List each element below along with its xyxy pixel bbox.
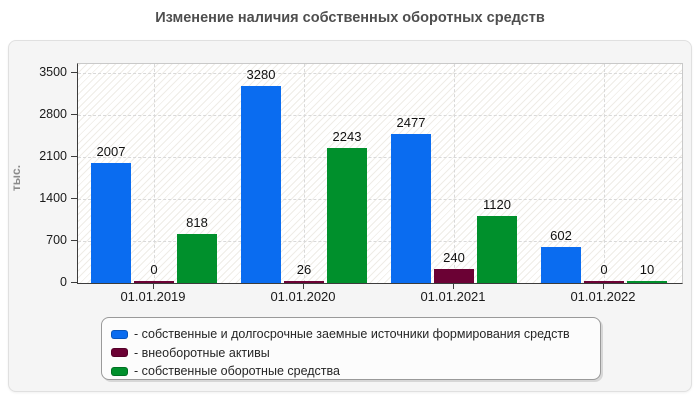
bar-maroon (584, 280, 624, 283)
bar-green (177, 233, 217, 283)
bar-blue (541, 246, 581, 283)
bar-value-label: 2007 (96, 143, 126, 159)
bar-green (477, 215, 517, 283)
legend-item: - собственные оборотные средства (111, 362, 592, 381)
bar-green (327, 148, 367, 283)
bar-maroon (434, 268, 474, 283)
x-tick-mark (453, 284, 454, 289)
y-tick-label: 2800 (39, 107, 67, 121)
y-tick-label: 0 (60, 275, 67, 289)
bar-value-label: 2477 (396, 115, 426, 131)
x-tick-mark (153, 284, 154, 289)
bar-maroon (284, 280, 324, 283)
bar-value-label: 2243 (332, 129, 362, 145)
y-tick-mark (71, 198, 77, 199)
x-tick-mark (603, 284, 604, 289)
legend-item-label: - собственные и долгосрочные заемные ист… (134, 327, 570, 342)
legend-swatch (111, 348, 128, 358)
y-tick-label: 2100 (39, 149, 67, 163)
x-gridline (154, 64, 155, 283)
y-gridline (78, 199, 682, 200)
y-tick-mark (71, 114, 77, 115)
y-axis-title: тыс. (9, 164, 23, 192)
y-tick-mark (71, 240, 77, 241)
bar-blue (241, 86, 281, 283)
bar-value-label: 818 (186, 214, 208, 230)
legend-item: - собственные и долгосрочные заемные ист… (111, 325, 592, 344)
legend: - собственные и долгосрочные заемные ист… (101, 317, 601, 380)
y-tick-mark (71, 156, 77, 157)
bar-value-label: 0 (150, 261, 158, 277)
y-tick-mark (71, 72, 77, 73)
legend-swatch (111, 329, 128, 339)
bar-value-label: 3280 (246, 67, 276, 83)
bar-green (627, 280, 667, 283)
bar-maroon (134, 280, 174, 283)
y-gridline (78, 115, 682, 116)
legend-item-label: - собственные оборотные средства (134, 364, 340, 379)
x-tick-label: 01.01.2020 (270, 289, 336, 304)
legend-item: - внеоборотные активы (111, 344, 592, 363)
y-tick-label: 700 (46, 233, 67, 247)
x-gridline (454, 64, 455, 283)
y-gridline (78, 241, 682, 242)
y-tick-mark (71, 282, 77, 283)
chart-panel: тыс. 2007 3280 2477 602 0 26 240 0 818 2243 1120 10… (8, 40, 692, 392)
plot-area: 2007 3280 2477 602 0 26 240 0 818 2243 1120 10 (77, 63, 683, 284)
chart-title: Изменение наличия собственных оборотных … (155, 10, 545, 26)
x-gridline (304, 64, 305, 283)
bar-value-label: 26 (296, 261, 312, 277)
bar-blue (91, 162, 131, 283)
bar-value-label: 602 (550, 227, 572, 243)
x-tick-label: 01.01.2022 (570, 289, 636, 304)
bar-blue (391, 134, 431, 283)
bar-value-label: 0 (600, 261, 608, 277)
y-tick-label: 1400 (39, 191, 67, 205)
bar-value-label: 10 (639, 261, 655, 277)
x-gridline (604, 64, 605, 283)
bar-value-label: 240 (443, 249, 465, 265)
x-tick-label: 01.01.2019 (120, 289, 186, 304)
x-tick-mark (303, 284, 304, 289)
x-tick-label: 01.01.2021 (420, 289, 486, 304)
y-gridline (78, 157, 682, 158)
y-tick-label: 3500 (39, 65, 67, 79)
y-gridline (78, 73, 682, 74)
bar-value-label: 1120 (483, 196, 511, 212)
legend-swatch (111, 366, 128, 376)
legend-item-label: - внеоборотные активы (134, 345, 270, 360)
